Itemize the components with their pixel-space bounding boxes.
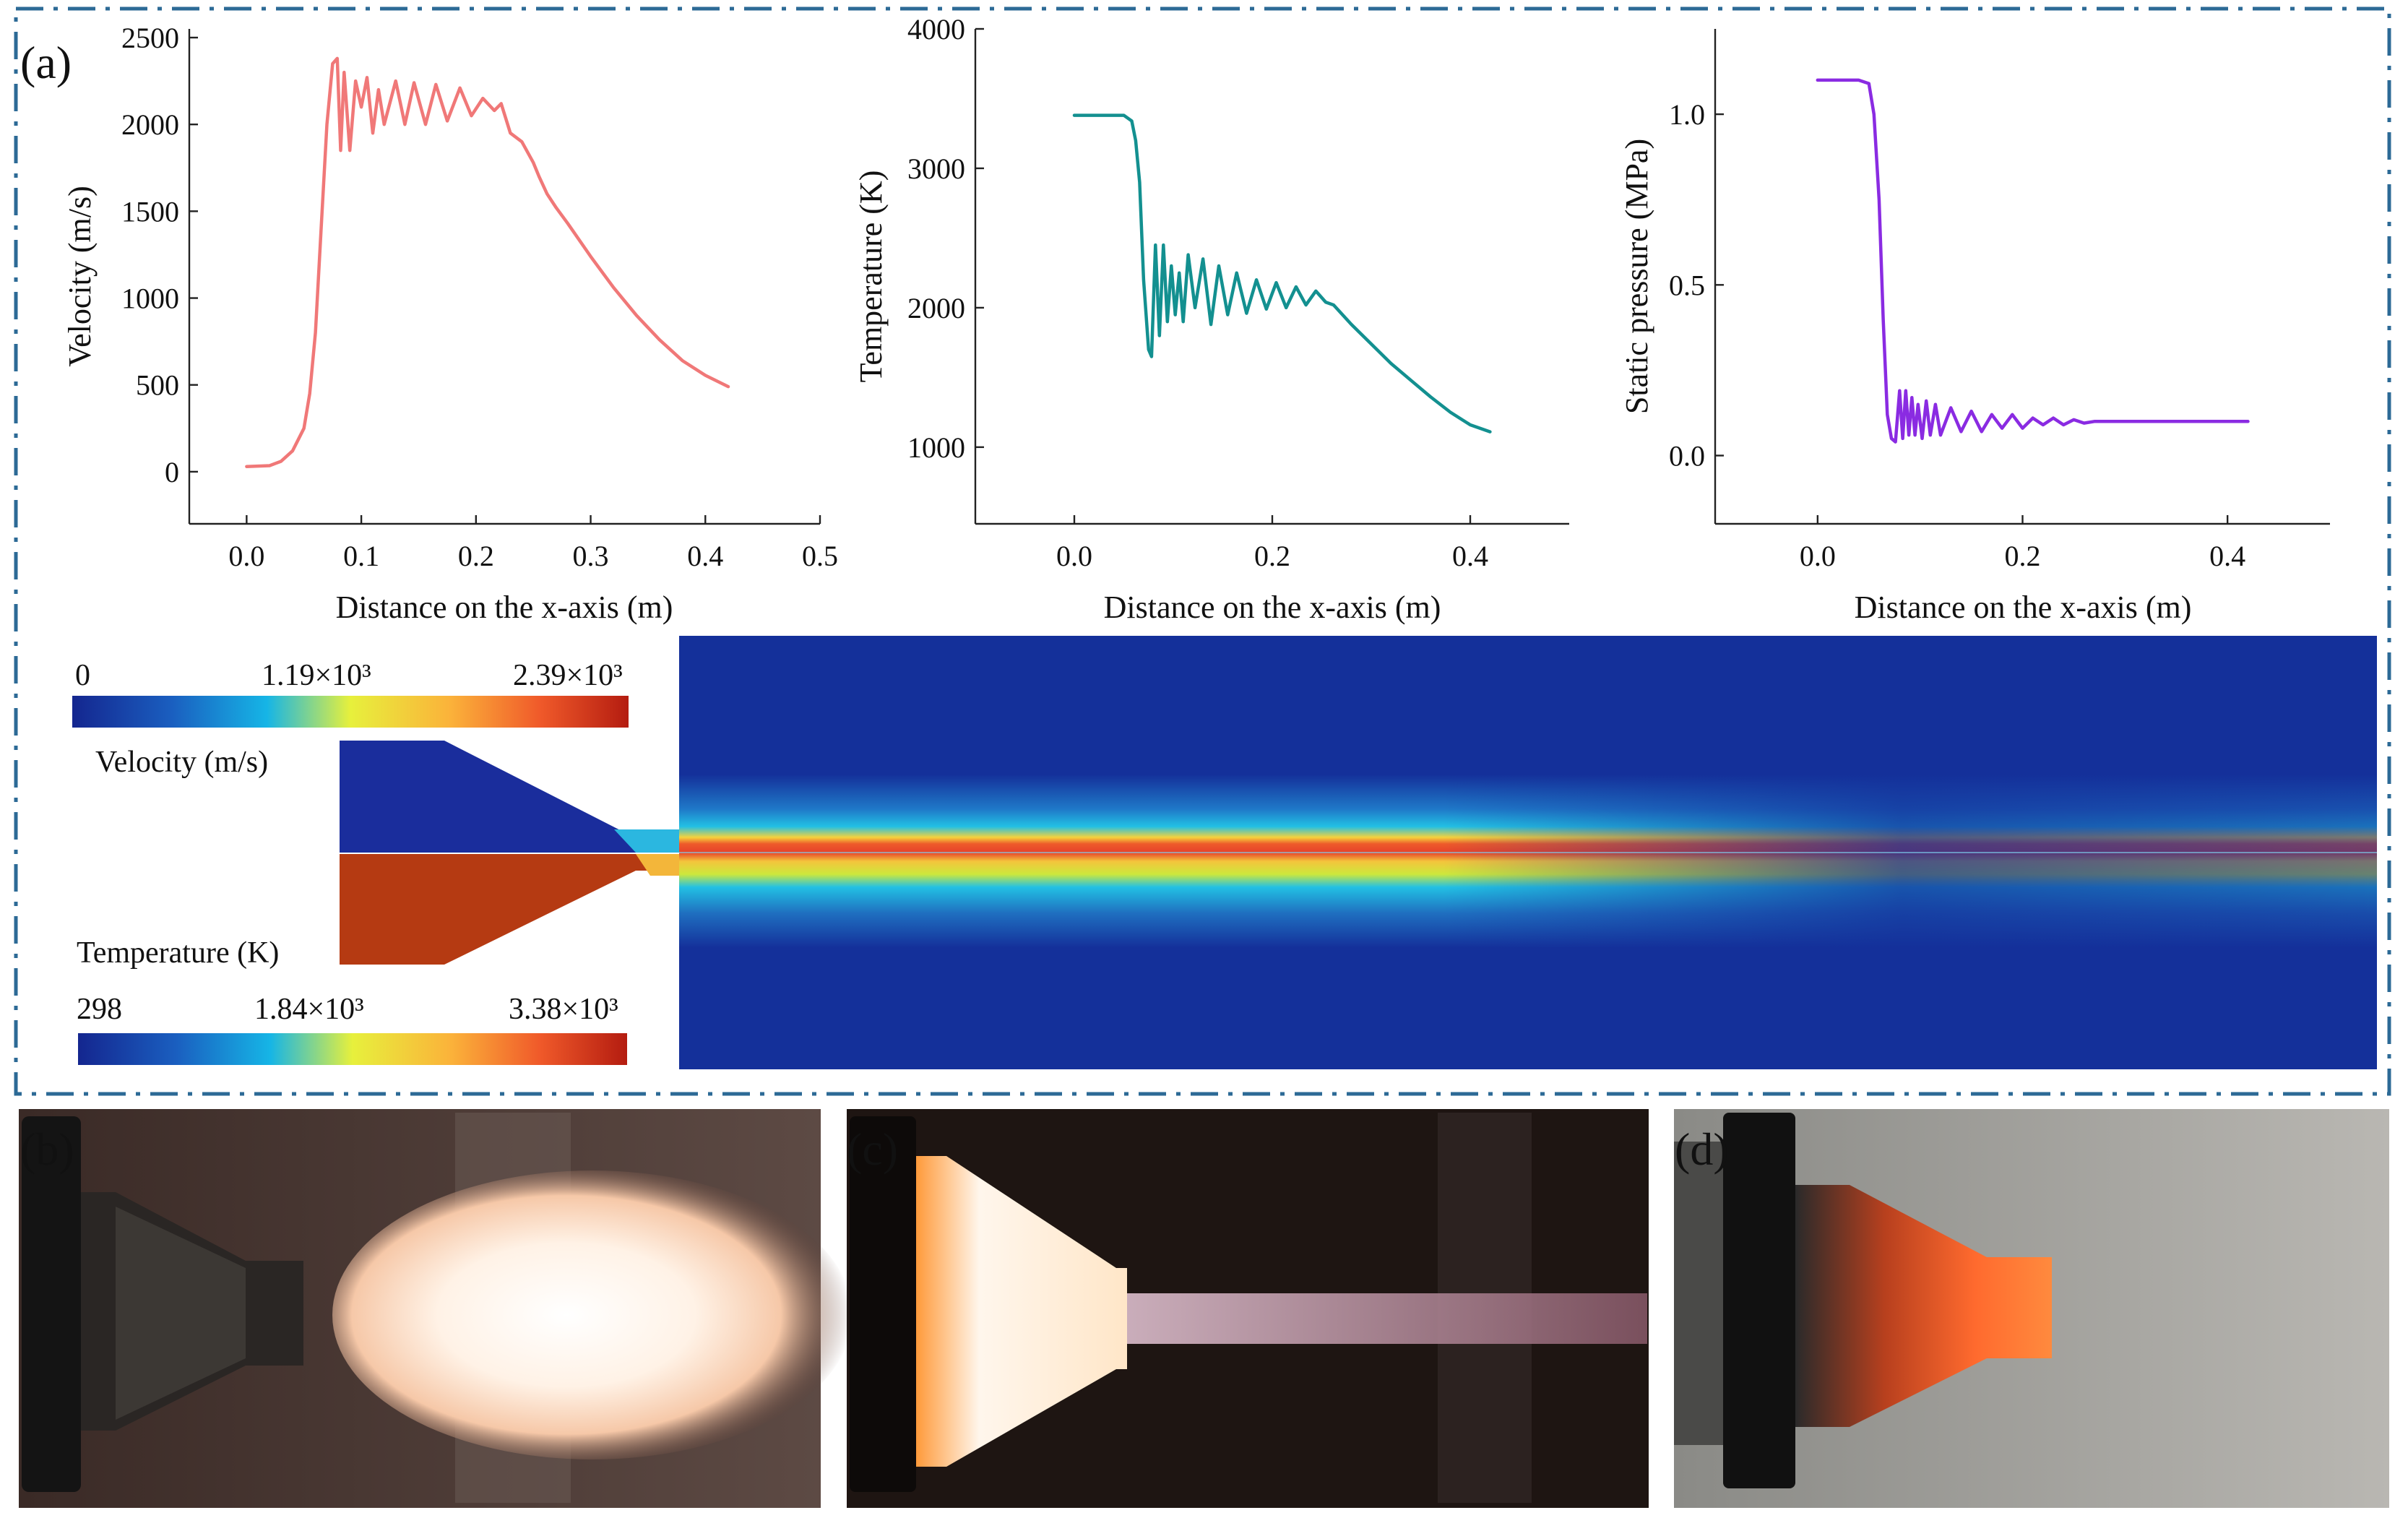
static_pressure-series-line [1816, 78, 2250, 444]
photo-c-nozzle-glow [916, 1156, 1127, 1467]
velocity-colorbar-title: Velocity (m/s) [95, 746, 268, 779]
temperature-ytick-label: 2000 [907, 292, 965, 324]
nozzle-throat-temperature [636, 854, 679, 876]
temperature-colorbar-min: 298 [77, 993, 122, 1026]
velocity-ytick-label: 0 [165, 456, 179, 488]
velocity-ylabel: Velocity (m/s) [62, 186, 98, 367]
photo-d-flange [1723, 1113, 1795, 1488]
velocity-xtick-label: 0.2 [458, 540, 494, 572]
velocity-chart: 0.0 0.1 0.2 0.3 0.4 0.5 0 500 1000 1500 2000 2500 Di… [62, 22, 838, 625]
velocity-ytick-label: 1500 [121, 195, 179, 228]
velocity-colorbar-min: 0 [75, 659, 90, 692]
photo-c-plume [1127, 1293, 1647, 1344]
static_pressure-xtick-label: 0.2 [2005, 540, 2041, 572]
velocity-xtick-label: 0.1 [343, 540, 379, 572]
photo-c: (c) [847, 1109, 1649, 1508]
temperature-chart: 0.0 0.2 0.4 1000 2000 3000 4000 Distance on the… [853, 13, 1569, 625]
temperature-xlabel: Distance on the x-axis (m) [1104, 590, 1441, 625]
nozzle-velocity-half [340, 741, 679, 853]
temperature-colorbar-max: 3.38×10³ [509, 993, 618, 1026]
velocity-xtick-label: 0.4 [687, 540, 723, 572]
panel-d-label: (d) [1675, 1124, 1729, 1175]
velocity-series-line [245, 56, 730, 468]
velocity-ytick-label: 2000 [121, 108, 179, 141]
photo-b-plume [332, 1170, 853, 1459]
static_pressure-ytick-label: 0.0 [1669, 440, 1705, 473]
contour-field: 0 1.19×10³ 2.39×10³ Velocity (m/s) Tempe… [72, 636, 2377, 1069]
photo-d-mount [1674, 1142, 1725, 1445]
panel-b-label: (b) [20, 1124, 74, 1175]
temperature-xtick-label: 0.4 [1452, 540, 1488, 572]
temperature-colorbar [78, 1033, 627, 1065]
temperature-ytick-label: 1000 [907, 431, 965, 464]
photo-b: (b) [19, 1109, 853, 1508]
temperature-ytick-label: 4000 [907, 13, 965, 46]
photo-d-nozzle [1795, 1185, 2052, 1427]
velocity-xtick-label: 0.5 [802, 540, 838, 572]
velocity-colorbar-mid: 1.19×10³ [262, 659, 371, 692]
velocity-ytick-label: 500 [136, 369, 179, 402]
static_pressure-ylabel: Static pressure (MPa) [1619, 139, 1654, 414]
static_pressure-ytick-label: 0.5 [1669, 269, 1705, 301]
temperature-xtick-label: 0.2 [1254, 540, 1290, 572]
nozzle-throat-velocity [614, 829, 679, 853]
panel-a-frame [14, 7, 2391, 1096]
velocity-ytick-label: 1000 [121, 283, 179, 315]
photo-c-flange [850, 1116, 916, 1492]
velocity-xtick-label: 0.0 [228, 540, 264, 572]
temperature-series-line [1072, 113, 1492, 434]
panel-c-label: (c) [847, 1124, 898, 1175]
velocity-colorbar-max: 2.39×10³ [513, 659, 623, 692]
static_pressure-xtick-label: 0.4 [2209, 540, 2245, 572]
panel-a-label: (a) [20, 37, 72, 88]
static_pressure-xlabel: Distance on the x-axis (m) [1855, 590, 2192, 625]
temperature-xtick-label: 0.0 [1056, 540, 1092, 572]
nozzle-temperature-half [340, 854, 679, 965]
photo-d: (d) [1674, 1109, 2389, 1508]
photo-b-flange [22, 1116, 81, 1492]
photo-b-nozzle-texture [116, 1207, 246, 1420]
velocity-colorbar [72, 696, 629, 728]
temperature-colorbar-mid: 1.84×10³ [254, 993, 364, 1026]
temperature-ylabel: Temperature (K) [853, 171, 889, 383]
velocity-xlabel: Distance on the x-axis (m) [336, 590, 673, 625]
pressure-chart: 0.0 0.2 0.4 0.0 0.5 1.0 Distance on the x-axis… [1619, 29, 2330, 625]
velocity-xtick-label: 0.3 [573, 540, 609, 572]
static_pressure-ytick-label: 1.0 [1669, 98, 1705, 131]
velocity-ytick-label: 2500 [121, 22, 179, 54]
temperature-colorbar-title: Temperature (K) [77, 936, 279, 970]
static_pressure-xtick-label: 0.0 [1800, 540, 1836, 572]
temperature-ytick-label: 3000 [907, 152, 965, 185]
